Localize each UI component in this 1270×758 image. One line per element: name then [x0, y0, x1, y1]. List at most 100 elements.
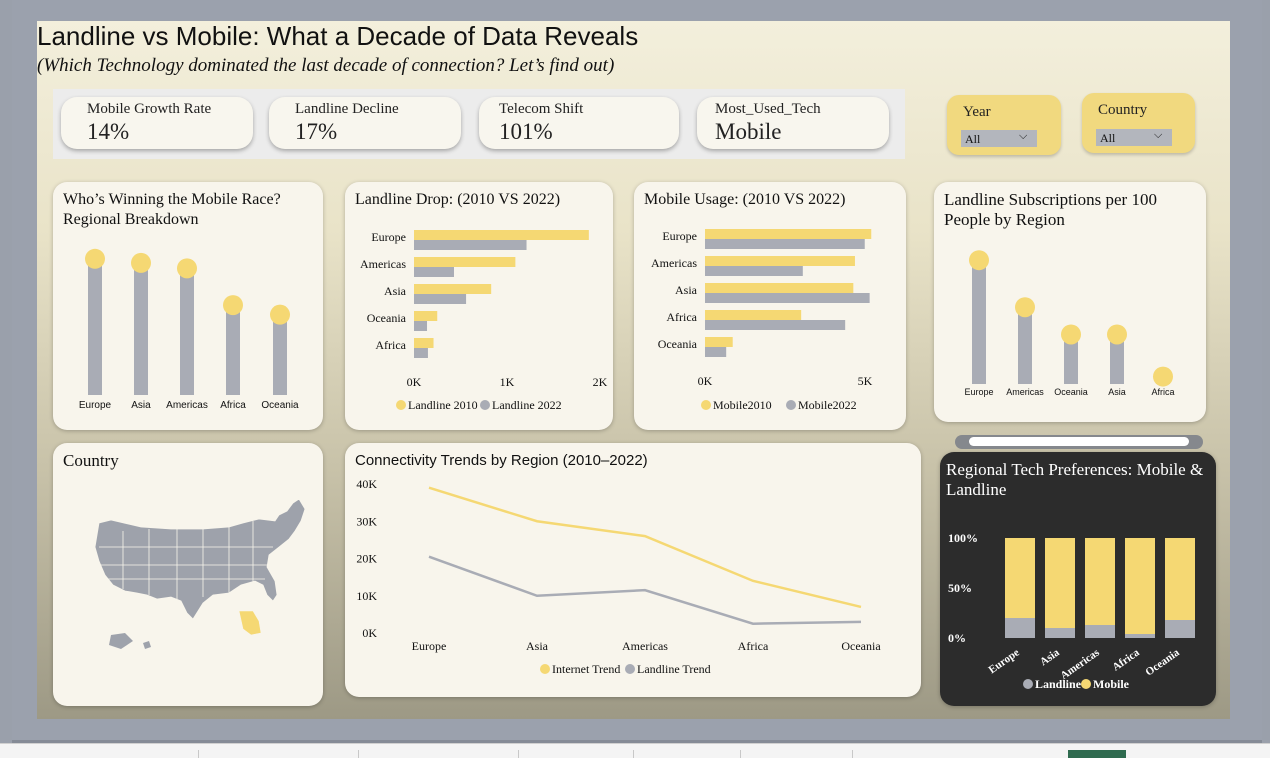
bar-mobile [1045, 538, 1075, 628]
x-tick-label: Asia [131, 400, 151, 411]
legend-label: Internet Trend [552, 662, 620, 676]
bar-landline-2022 [414, 240, 527, 250]
mobile-race-chart: Europe Asia Americas Africa Oceania [79, 248, 299, 411]
marker-asia [1107, 324, 1127, 345]
kpi-card-landline-decline[interactable]: Landline Decline 17% [269, 97, 461, 149]
y-tick-label: 20K [356, 552, 377, 566]
chart-title: Regional Tech Preferences: Mobile & Land… [946, 460, 1204, 499]
x-tick-label: Africa [1151, 387, 1174, 397]
marker-americas [177, 258, 197, 279]
bar-asia [134, 262, 148, 395]
us-state-map-icon[interactable] [53, 443, 323, 706]
line-internet-trend [428, 486, 862, 609]
highlighted-state [238, 610, 262, 636]
y-tick-label: Europe [371, 230, 406, 244]
marker-europe [969, 250, 989, 271]
legend-label: Landline [1035, 677, 1082, 691]
chart-title: Landline Drop: (2010 VS 2022) [355, 191, 561, 208]
bar-landline [1045, 628, 1075, 638]
bar-landline-2010 [414, 257, 516, 267]
country-slicer[interactable]: Country All ⌵ [1082, 93, 1195, 153]
bar-landline-2022 [414, 321, 428, 331]
bar-mobile [1165, 538, 1195, 620]
bar-oceania [1064, 334, 1078, 384]
chevron-down-icon: ⌵ [1019, 130, 1028, 142]
year-slicer[interactable]: Year All ⌵ [947, 95, 1061, 155]
kpi-card-most-used-tech[interactable]: Most_Used_Tech Mobile [697, 97, 889, 149]
bar-europe [88, 258, 102, 395]
bar-landline [1125, 634, 1155, 638]
y-tick-label: 40K [356, 477, 377, 491]
kpi-value: 101% [499, 119, 553, 144]
bar-landline [1085, 625, 1115, 638]
legend-marker [1023, 679, 1033, 689]
x-tick-label: Oceania [841, 639, 881, 653]
marker-europe [85, 248, 105, 269]
kpi-label: Mobile Growth Rate [87, 101, 212, 117]
chart-title: Mobile Usage: (2010 VS 2022) [644, 191, 846, 208]
x-tick-label: Oceania [261, 400, 299, 411]
bar-africa [226, 305, 240, 395]
bar-landline-2022 [414, 267, 454, 277]
bar-landline-2010 [414, 230, 589, 240]
landline-drop-card[interactable]: Landline Drop: (2010 VS 2022) Europe Amer… [345, 182, 613, 430]
bar-americas [1018, 307, 1032, 384]
bar-landline-2010 [414, 311, 438, 321]
tech-preferences-card[interactable]: Regional Tech Preferences: Mobile & Land… [940, 452, 1216, 706]
chart-title: Connectivity Trends by Region (2010–2022… [355, 452, 648, 469]
bar-americas [180, 268, 194, 395]
bar-mobile2022 [705, 239, 865, 249]
year-dropdown[interactable]: All ⌵ [961, 130, 1037, 147]
y-tick-label: Asia [675, 283, 698, 297]
bar-landline [1165, 620, 1195, 638]
connectivity-trends-card[interactable]: Connectivity Trends by Region (2010–2022… [345, 443, 921, 697]
y-tick-label: Oceania [367, 311, 407, 325]
bar-mobile2010 [705, 283, 854, 293]
bar-landline-2022 [414, 294, 467, 304]
marker-oceania [1061, 324, 1081, 345]
dropdown-value: All [965, 132, 981, 146]
mobile-race-card[interactable]: Who’s Winning the Mobile Race? Regional … [53, 182, 323, 430]
mobile-usage-card[interactable]: Mobile Usage: (2010 VS 2022) Europe Ameri… [634, 182, 906, 430]
kpi-card-mobile-growth[interactable]: Mobile Growth Rate 14% [61, 97, 253, 149]
connectivity-trends-chart: 0K 10K 20K 30K 40K Europe Asia Americas Africa Oc… [356, 477, 881, 676]
y-tick-label: Americas [651, 256, 697, 270]
kpi-value: Mobile [715, 119, 782, 144]
y-tick-label: 0% [948, 631, 966, 645]
report-page: Landline vs Mobile: What a Decade of Dat… [37, 21, 1230, 719]
page-title: Landline vs Mobile: What a Decade of Dat… [37, 21, 639, 51]
x-tick-label: Europe [964, 387, 993, 397]
chevron-down-icon: ⌵ [1154, 129, 1163, 141]
marker-africa [223, 295, 243, 316]
bar-mobile2022 [705, 293, 870, 303]
bar-landline-2010 [414, 284, 492, 294]
legend-label: Landline 2022 [492, 398, 562, 412]
bar-mobile [1125, 538, 1155, 634]
sheet-tabs-bar [0, 743, 1270, 758]
legend-label: Mobile2010 [713, 398, 772, 412]
scroll-thumb[interactable] [969, 437, 1189, 446]
scroll-track[interactable] [955, 435, 1203, 449]
slicer-label: Country [1098, 102, 1148, 118]
x-tick-label: Oceania [1143, 646, 1182, 678]
x-tick-label: Asia [1108, 387, 1126, 397]
country-dropdown[interactable]: All ⌵ [1096, 129, 1172, 146]
y-tick-label: Africa [666, 310, 697, 324]
bar-mobile [1005, 538, 1035, 618]
legend-marker [540, 664, 550, 674]
legend-label: Landline Trend [637, 662, 711, 676]
x-tick-label: Africa [1110, 646, 1142, 673]
y-tick-label: Europe [662, 229, 697, 243]
active-sheet-tab[interactable] [1068, 750, 1126, 758]
x-tick-label: Europe [986, 647, 1021, 677]
landline-subscriptions-card[interactable]: Landline Subscriptions per 100 People by… [934, 182, 1206, 422]
x-tick-label: Africa [220, 400, 246, 411]
bar-mobile2010 [705, 229, 872, 239]
bar-mobile2010 [705, 337, 733, 347]
country-map-card[interactable]: Country [53, 443, 323, 706]
bar-asia [1110, 334, 1124, 384]
marker-americas [1015, 297, 1035, 318]
kpi-card-telecom-shift[interactable]: Telecom Shift 101% [479, 97, 679, 149]
x-tick-label: Africa [738, 639, 769, 653]
